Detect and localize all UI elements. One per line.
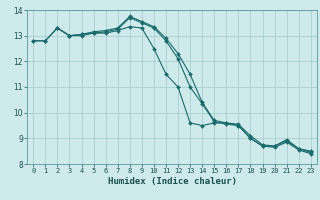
X-axis label: Humidex (Indice chaleur): Humidex (Indice chaleur) (108, 177, 236, 186)
